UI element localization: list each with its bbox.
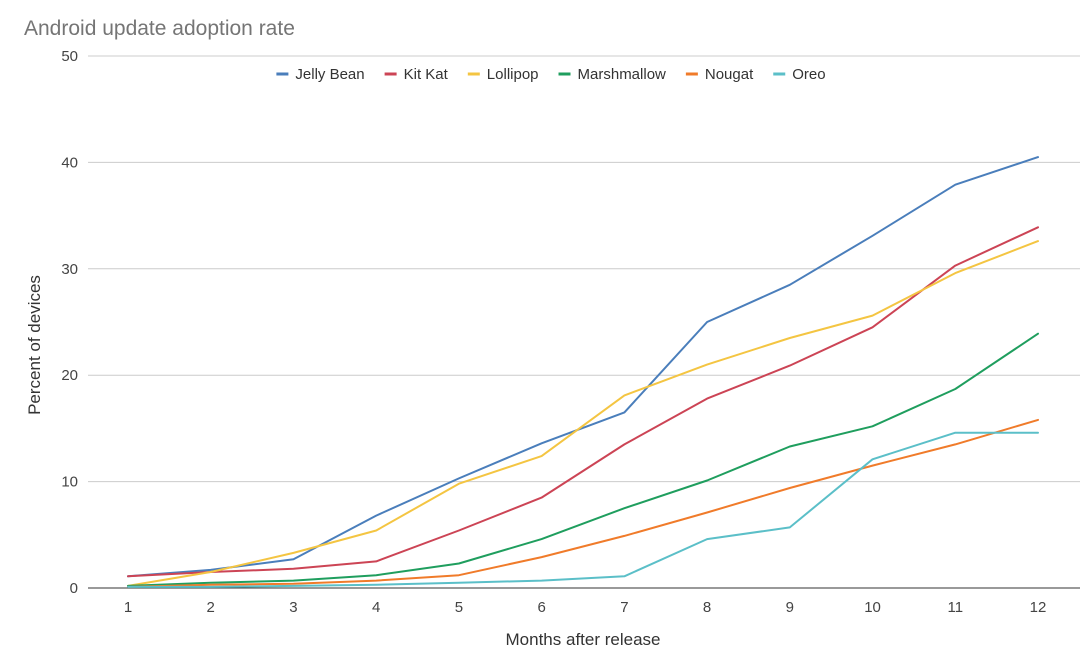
y-tick-label: 30 xyxy=(61,261,78,278)
series-line-jelly-bean xyxy=(127,156,1039,578)
x-tick-label: 1 xyxy=(124,599,132,616)
legend-item: Marshmallow xyxy=(558,66,667,83)
gridlines xyxy=(88,55,1080,589)
legend-label: Kit Kat xyxy=(404,66,449,83)
legend-item: Kit Kat xyxy=(384,66,449,83)
series-line-kit-kat xyxy=(127,226,1039,578)
x-tick-label: 3 xyxy=(289,599,297,616)
y-tick-label: 10 xyxy=(61,474,78,491)
x-tick-label: 8 xyxy=(703,599,711,616)
y-tick-label: 50 xyxy=(61,48,78,65)
legend-label: Oreo xyxy=(792,66,825,83)
x-tick-label: 11 xyxy=(947,599,963,616)
legend-item: Nougat xyxy=(685,66,754,83)
y-tick-label: 20 xyxy=(61,367,78,384)
x-tick-label: 6 xyxy=(537,599,545,616)
series-line-nougat xyxy=(127,418,1039,588)
legend-label: Jelly Bean xyxy=(295,66,364,83)
x-axis-label: Months after release xyxy=(506,630,661,649)
series-line-marshmallow xyxy=(127,332,1039,587)
y-axis-ticks: 0 10 20 30 40 50 xyxy=(61,48,78,597)
legend-label: Lollipop xyxy=(487,66,539,83)
series-line-lollipop xyxy=(127,240,1039,587)
legend-item: Oreo xyxy=(773,66,826,83)
x-tick-label: 9 xyxy=(786,599,794,616)
legend-item: Lollipop xyxy=(467,66,539,83)
chart-title: Android update adoption rate xyxy=(24,17,295,40)
series-line-oreo xyxy=(127,431,1039,588)
legend-label: Marshmallow xyxy=(578,66,667,83)
y-tick-label: 40 xyxy=(61,154,78,171)
y-tick-label: 0 xyxy=(70,580,78,597)
x-tick-label: 5 xyxy=(455,599,463,616)
y-axis-label: Percent of devices xyxy=(25,275,44,415)
x-tick-label: 12 xyxy=(1030,599,1047,616)
x-tick-label: 7 xyxy=(620,599,628,616)
x-tick-label: 2 xyxy=(207,599,215,616)
legend-label: Nougat xyxy=(705,66,754,83)
x-axis-ticks: 1 2 3 4 5 6 7 8 9 10 11 12 xyxy=(124,599,1047,616)
legend: Jelly Bean Kit Kat Lollipop Marshmallow Noug… xyxy=(276,66,826,83)
series-lines xyxy=(127,156,1039,588)
x-tick-label: 4 xyxy=(372,599,380,616)
legend-item: Jelly Bean xyxy=(276,66,365,83)
x-tick-label: 10 xyxy=(864,599,881,616)
